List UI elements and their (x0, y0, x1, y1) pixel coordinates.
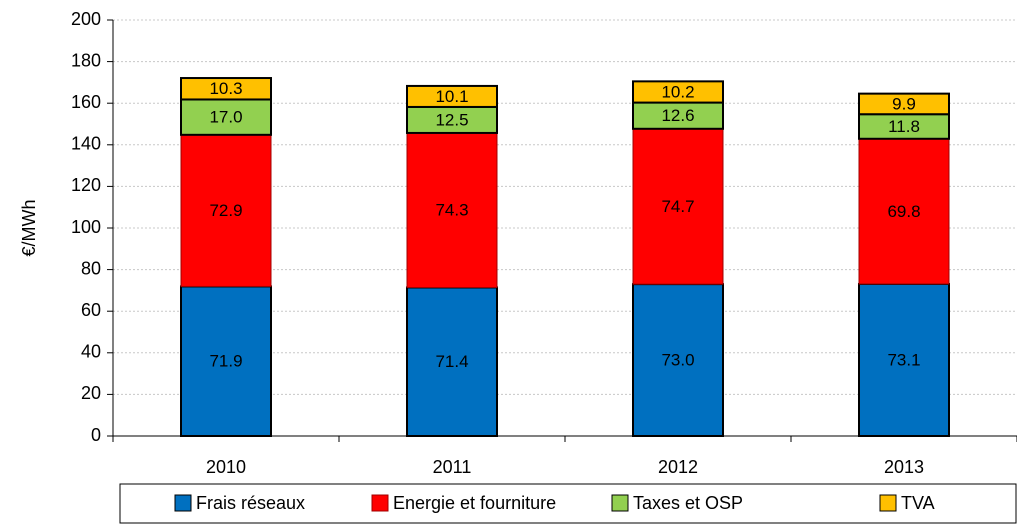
y-tick-label: 160 (71, 92, 101, 112)
y-tick-label: 100 (71, 217, 101, 237)
x-tick-label: 2010 (206, 457, 246, 477)
value-label: 10.1 (435, 87, 468, 106)
bar-segment (406, 84, 498, 108)
value-label: 69.8 (887, 202, 920, 221)
value-label: 73.1 (887, 350, 920, 369)
value-label: 9.9 (892, 94, 916, 113)
value-label: 72.9 (209, 201, 242, 220)
y-tick-label: 180 (71, 50, 101, 70)
y-tick-label: 120 (71, 175, 101, 195)
bar-segment (406, 286, 498, 437)
y-tick-label: 60 (81, 300, 101, 320)
x-tick-label: 2012 (658, 457, 698, 477)
value-label: 73.0 (661, 351, 694, 370)
bar-segment (632, 283, 724, 437)
legend-label: Energie et fourniture (393, 493, 556, 513)
bar-segment (632, 101, 724, 130)
y-tick-label: 140 (71, 134, 101, 154)
value-label: 17.0 (209, 108, 242, 127)
y-axis-label: €/MWh (19, 199, 39, 256)
value-label: 71.4 (435, 352, 468, 371)
y-tick-label: 0 (91, 425, 101, 445)
bar-segment (858, 138, 950, 285)
legend-swatch (174, 494, 192, 512)
y-tick-label: 20 (81, 383, 101, 403)
value-label: 74.3 (435, 201, 468, 220)
x-tick-label: 2013 (884, 457, 924, 477)
bar-segment (406, 132, 498, 288)
value-label: 12.6 (661, 106, 694, 125)
legend-swatch (371, 494, 389, 512)
value-label: 10.2 (661, 82, 694, 101)
bar-segment (180, 77, 272, 101)
bar-segment (632, 128, 724, 285)
value-label: 10.3 (209, 79, 242, 98)
y-tick-label: 200 (71, 9, 101, 29)
bar-segment (406, 105, 498, 134)
x-tick-label: 2011 (433, 457, 472, 477)
y-tick-label: 40 (81, 342, 101, 362)
legend-box (119, 483, 1017, 524)
bar-segment (858, 113, 950, 140)
bar-segment (632, 80, 724, 104)
bar-segment (180, 134, 272, 287)
bar-segment (858, 92, 950, 116)
value-label: 74.7 (661, 197, 694, 216)
bar-segment (180, 285, 272, 437)
value-label: 71.9 (209, 352, 242, 371)
legend-label: Taxes et OSP (633, 493, 743, 513)
value-label: 12.5 (435, 110, 468, 129)
bar-segment (858, 282, 950, 437)
legend-label: Frais réseaux (196, 493, 305, 513)
legend-swatch (611, 494, 629, 512)
legend-swatch (879, 494, 897, 512)
legend-label: TVA (901, 493, 935, 513)
value-label: 11.8 (888, 117, 920, 136)
y-tick-label: 80 (81, 258, 101, 278)
